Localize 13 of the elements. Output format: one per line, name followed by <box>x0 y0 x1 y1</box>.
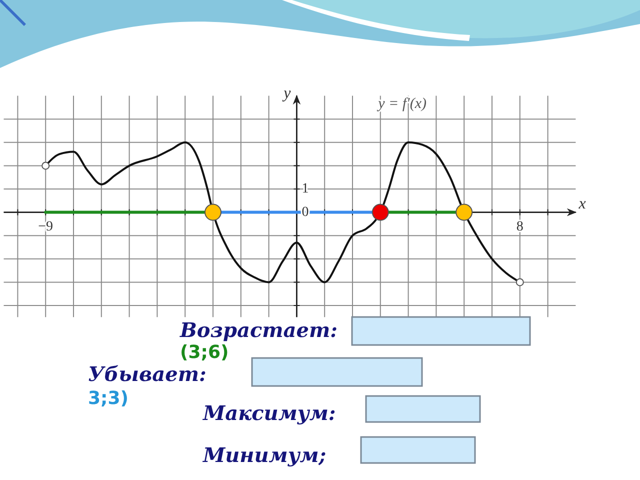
text: (3;6) <box>180 342 229 363</box>
text: Убывает: <box>88 362 206 386</box>
point <box>516 278 524 286</box>
point <box>456 204 473 221</box>
text: Возрастает: <box>179 318 338 342</box>
text: Минимум; <box>202 443 326 467</box>
point <box>42 162 50 170</box>
x-axis-title: x <box>578 195 586 212</box>
text: 3;3) <box>88 388 128 409</box>
point <box>372 204 389 221</box>
y-axis-title: y <box>282 84 292 102</box>
text: Максимум: <box>202 401 336 425</box>
point <box>204 204 222 221</box>
